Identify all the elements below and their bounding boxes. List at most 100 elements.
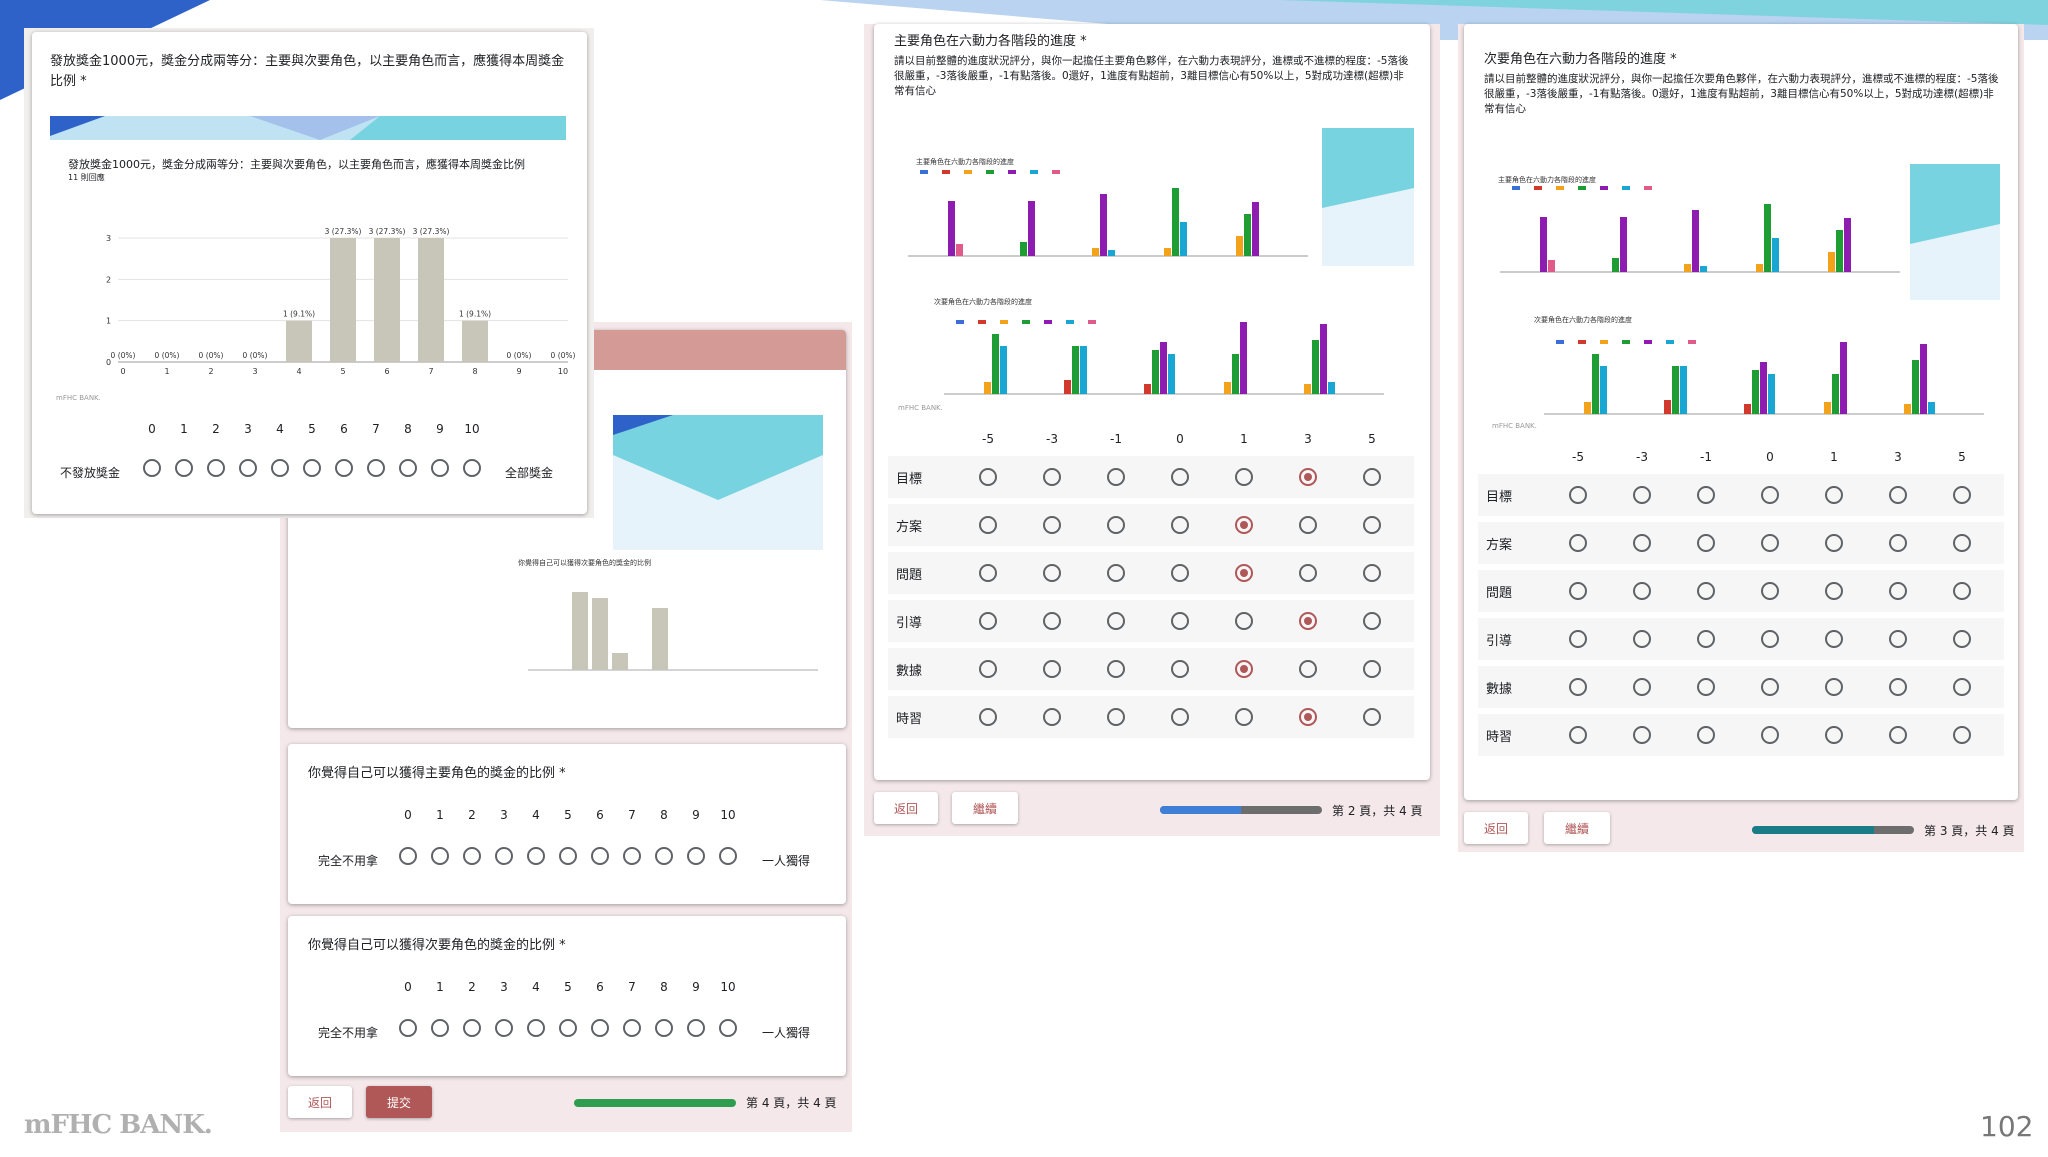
grid-radio[interactable] [1825,726,1843,744]
grid-radio[interactable] [1299,564,1317,582]
grid-radio[interactable] [1299,468,1317,486]
grid-radio[interactable] [1107,468,1125,486]
scale-radio-9[interactable] [431,459,449,477]
grid-radio[interactable] [1363,516,1381,534]
grid-radio[interactable] [1953,534,1971,552]
continue-button[interactable]: 繼續 [1544,812,1610,844]
grid-radio[interactable] [1569,582,1587,600]
grid-radio[interactable] [1697,486,1715,504]
grid-radio[interactable] [1761,534,1779,552]
grid-radio[interactable] [1235,612,1253,630]
grid-radio[interactable] [1633,630,1651,648]
grid-radio[interactable] [1043,516,1061,534]
scale-radio-5[interactable] [559,1019,577,1037]
grid-radio[interactable] [1825,630,1843,648]
back-button[interactable]: 返回 [288,1086,352,1118]
scale-radio-3[interactable] [495,1019,513,1037]
grid-radio[interactable] [1825,534,1843,552]
grid-radio[interactable] [1633,726,1651,744]
grid-radio[interactable] [1889,582,1907,600]
grid-radio[interactable] [1953,486,1971,504]
grid-radio[interactable] [1761,582,1779,600]
scale-radio-4[interactable] [271,459,289,477]
grid-radio[interactable] [1889,534,1907,552]
grid-radio[interactable] [1299,660,1317,678]
grid-radio[interactable] [1697,630,1715,648]
grid-radio[interactable] [1171,468,1189,486]
grid-radio[interactable] [1171,516,1189,534]
grid-radio[interactable] [1569,486,1587,504]
scale-radio-1[interactable] [175,459,193,477]
scale-radio-4[interactable] [527,1019,545,1037]
grid-radio[interactable] [1697,726,1715,744]
grid-radio[interactable] [1825,678,1843,696]
scale-radio-5[interactable] [303,459,321,477]
grid-radio[interactable] [1953,678,1971,696]
scale-radio-7[interactable] [623,1019,641,1037]
grid-radio[interactable] [1569,678,1587,696]
grid-radio[interactable] [1363,564,1381,582]
grid-radio[interactable] [1107,516,1125,534]
grid-radio[interactable] [979,564,997,582]
scale-radio-6[interactable] [591,1019,609,1037]
scale-radio-3[interactable] [495,847,513,865]
grid-radio[interactable] [979,708,997,726]
scale-radio-0[interactable] [143,459,161,477]
grid-radio[interactable] [1569,630,1587,648]
scale-radio-8[interactable] [399,459,417,477]
grid-radio[interactable] [1043,468,1061,486]
grid-radio[interactable] [1235,468,1253,486]
scale-radio-7[interactable] [623,847,641,865]
scale-radio-8[interactable] [655,847,673,865]
back-button[interactable]: 返回 [1464,812,1528,844]
grid-radio[interactable] [1697,582,1715,600]
grid-radio[interactable] [1043,660,1061,678]
grid-radio[interactable] [979,516,997,534]
grid-radio[interactable] [1363,708,1381,726]
grid-radio[interactable] [1889,726,1907,744]
grid-radio[interactable] [1761,678,1779,696]
grid-radio[interactable] [1043,564,1061,582]
grid-radio[interactable] [1697,534,1715,552]
scale-radio-4[interactable] [527,847,545,865]
grid-radio[interactable] [1235,660,1253,678]
grid-radio[interactable] [1235,516,1253,534]
grid-radio[interactable] [1889,630,1907,648]
scale-radio-0[interactable] [399,1019,417,1037]
scale-radio-10[interactable] [463,459,481,477]
grid-radio[interactable] [1889,486,1907,504]
grid-radio[interactable] [1953,630,1971,648]
grid-radio[interactable] [979,468,997,486]
scale-radio-2[interactable] [463,1019,481,1037]
grid-radio[interactable] [1107,708,1125,726]
grid-radio[interactable] [979,612,997,630]
grid-radio[interactable] [1633,582,1651,600]
grid-radio[interactable] [1299,708,1317,726]
scale-radio-1[interactable] [431,847,449,865]
grid-radio[interactable] [1171,660,1189,678]
scale-radio-10[interactable] [719,1019,737,1037]
grid-radio[interactable] [979,660,997,678]
scale-radio-7[interactable] [367,459,385,477]
grid-radio[interactable] [1953,726,1971,744]
scale-radio-3[interactable] [239,459,257,477]
grid-radio[interactable] [1825,582,1843,600]
grid-radio[interactable] [1633,678,1651,696]
scale-radio-0[interactable] [399,847,417,865]
grid-radio[interactable] [1953,582,1971,600]
grid-radio[interactable] [1761,486,1779,504]
scale-radio-5[interactable] [559,847,577,865]
grid-radio[interactable] [1235,708,1253,726]
grid-radio[interactable] [1633,486,1651,504]
grid-radio[interactable] [1363,612,1381,630]
grid-radio[interactable] [1761,630,1779,648]
grid-radio[interactable] [1107,660,1125,678]
scale-radio-2[interactable] [207,459,225,477]
grid-radio[interactable] [1825,486,1843,504]
grid-radio[interactable] [1171,708,1189,726]
grid-radio[interactable] [1299,516,1317,534]
grid-radio[interactable] [1171,564,1189,582]
grid-radio[interactable] [1299,612,1317,630]
grid-radio[interactable] [1569,534,1587,552]
grid-radio[interactable] [1889,678,1907,696]
